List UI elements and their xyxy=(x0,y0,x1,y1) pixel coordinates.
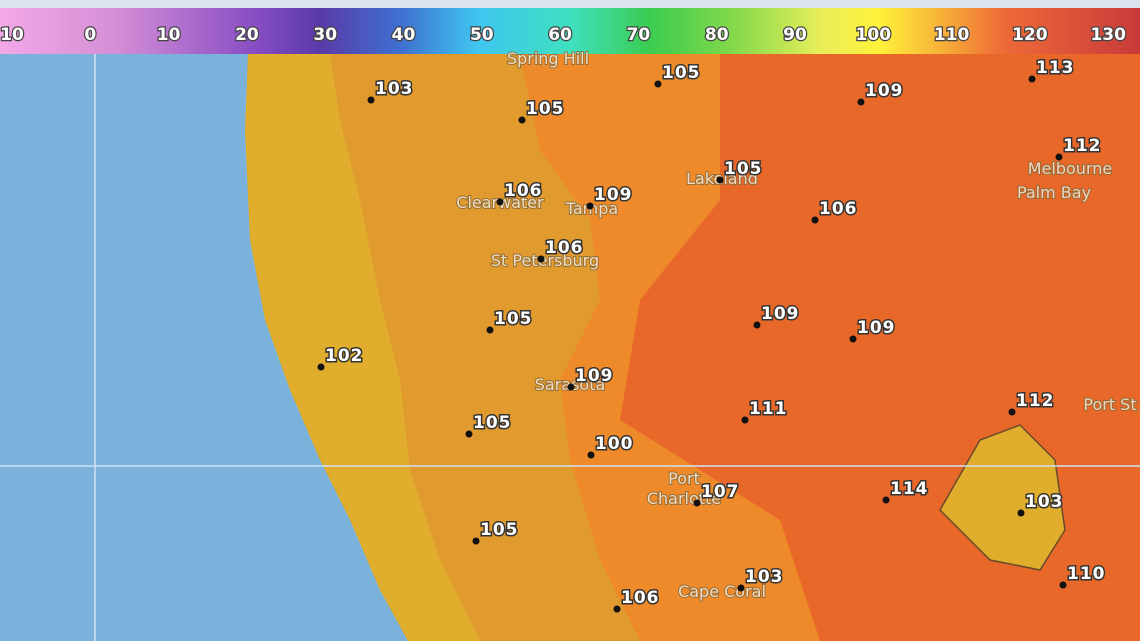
station-dot xyxy=(811,216,819,224)
station-dot xyxy=(1055,153,1063,161)
station-dot xyxy=(741,416,749,424)
color-scale xyxy=(0,8,1140,54)
place-name: Port xyxy=(668,469,700,488)
place-name: Port St xyxy=(1083,395,1136,414)
scale-label: 60 xyxy=(548,25,572,45)
temperature-label: 106 xyxy=(504,181,543,201)
station-dot xyxy=(1008,408,1016,416)
station-dot xyxy=(882,496,890,504)
temperature-label: 105 xyxy=(724,159,763,179)
station-dot xyxy=(537,255,545,263)
temperature-label: 102 xyxy=(325,346,364,366)
station-dot xyxy=(472,537,480,545)
temperature-label: 111 xyxy=(749,399,788,419)
scale-label: 0 xyxy=(84,25,96,45)
scale-label: 130 xyxy=(1090,25,1126,45)
scale-label: 100 xyxy=(856,25,892,45)
station-dot xyxy=(486,326,494,334)
station-dot xyxy=(587,451,595,459)
temperature-label: 103 xyxy=(745,567,784,587)
temperature-label: 105 xyxy=(494,309,533,329)
place-name: Charlotte xyxy=(647,489,721,508)
place-name: Spring Hill xyxy=(507,49,589,68)
temperature-label: 105 xyxy=(473,413,512,433)
temperature-label: 109 xyxy=(594,185,633,205)
temperature-label: 100 xyxy=(595,434,634,454)
temperature-label: 112 xyxy=(1063,136,1102,156)
station-dot xyxy=(367,96,375,104)
temperature-label: 112 xyxy=(1016,391,1055,411)
station-dot xyxy=(567,383,575,391)
station-dot xyxy=(586,202,594,210)
scale-label: 110 xyxy=(934,25,970,45)
place-name: St Petersburg xyxy=(491,251,599,270)
temperature-label: 107 xyxy=(701,482,740,502)
station-dot xyxy=(693,499,701,507)
scale-label: 20 xyxy=(235,25,259,45)
scale-label: 10 xyxy=(157,25,181,45)
station-dot xyxy=(317,363,325,371)
temperature-label: 109 xyxy=(761,304,800,324)
station-dot xyxy=(654,80,662,88)
scale-label: 10 xyxy=(0,25,24,45)
temperature-label: 105 xyxy=(526,99,565,119)
scale-label: 40 xyxy=(392,25,416,45)
scale-label: 30 xyxy=(313,25,337,45)
place-name: Melbourne xyxy=(1028,159,1112,178)
scale-label: 70 xyxy=(627,25,651,45)
station-dot xyxy=(753,321,761,329)
temperature-label: 109 xyxy=(857,318,896,338)
station-dot xyxy=(518,116,526,124)
station-dot xyxy=(716,176,724,184)
temperature-label: 110 xyxy=(1067,564,1106,584)
temperature-label: 105 xyxy=(480,520,519,540)
temperature-label: 113 xyxy=(1036,58,1075,78)
scale-label: 90 xyxy=(783,25,807,45)
station-dot xyxy=(849,335,857,343)
temperature-label: 103 xyxy=(1025,492,1064,512)
station-dot xyxy=(1028,75,1036,83)
temperature-label: 105 xyxy=(662,63,701,83)
station-dot xyxy=(613,605,621,613)
scale-label: 120 xyxy=(1012,25,1048,45)
place-name: Palm Bay xyxy=(1017,183,1091,202)
station-dot xyxy=(857,98,865,106)
temperature-label: 106 xyxy=(819,199,858,219)
top-strip xyxy=(0,0,1140,8)
temperature-label: 106 xyxy=(545,238,584,258)
station-dot xyxy=(737,584,745,592)
temperature-label: 109 xyxy=(575,366,614,386)
station-dot xyxy=(496,198,504,206)
temperature-label: 103 xyxy=(375,79,414,99)
station-dot xyxy=(1017,509,1025,517)
temperature-label: 114 xyxy=(890,479,929,499)
temperature-label: 106 xyxy=(621,588,660,608)
lake-okeechobee xyxy=(939,424,1066,571)
station-dot xyxy=(1059,581,1067,589)
station-dot xyxy=(465,430,473,438)
temperature-label: 109 xyxy=(865,81,904,101)
scale-label: 80 xyxy=(705,25,729,45)
scale-label: 50 xyxy=(470,25,494,45)
